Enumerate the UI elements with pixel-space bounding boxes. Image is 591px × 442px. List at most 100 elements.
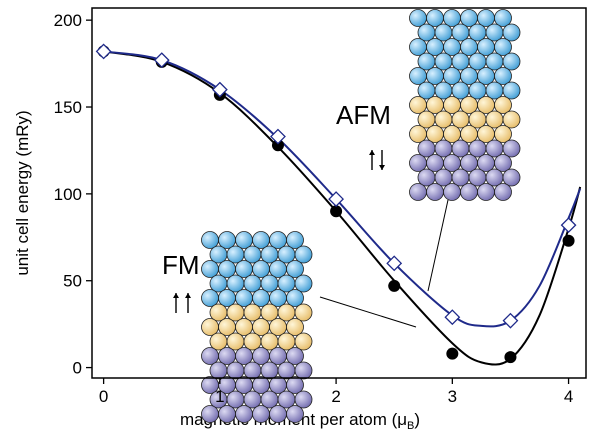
atom bbox=[417, 23, 436, 42]
atom bbox=[218, 405, 236, 423]
inset-pointer bbox=[427, 199, 449, 292]
atom bbox=[243, 390, 262, 409]
atom bbox=[451, 81, 470, 100]
inset-pointer bbox=[319, 296, 417, 328]
y-tick-label: 50 bbox=[63, 272, 82, 291]
atom bbox=[494, 38, 512, 56]
atom bbox=[477, 125, 495, 143]
atom bbox=[243, 332, 262, 351]
atom bbox=[426, 154, 444, 172]
atom bbox=[460, 38, 478, 56]
atom bbox=[294, 303, 313, 322]
atom bbox=[434, 110, 453, 129]
atom bbox=[468, 81, 487, 100]
atom bbox=[502, 139, 521, 158]
atom bbox=[468, 110, 487, 129]
atom bbox=[294, 274, 313, 293]
data-point bbox=[446, 347, 459, 360]
atom bbox=[286, 260, 304, 278]
x-label-end: ) bbox=[414, 410, 420, 429]
atom bbox=[235, 318, 253, 336]
atom bbox=[443, 67, 461, 85]
atom bbox=[485, 81, 504, 100]
y-tick-label: 150 bbox=[54, 98, 82, 117]
atom bbox=[451, 139, 470, 158]
atom bbox=[460, 67, 478, 85]
atom bbox=[235, 231, 253, 249]
atom bbox=[417, 52, 436, 71]
data-point bbox=[153, 52, 170, 69]
atom bbox=[294, 361, 313, 380]
atom bbox=[502, 110, 521, 129]
atom bbox=[460, 154, 478, 172]
atom bbox=[409, 67, 427, 85]
atom bbox=[409, 154, 427, 172]
atom bbox=[460, 96, 478, 114]
atom bbox=[485, 23, 504, 42]
atom bbox=[218, 289, 236, 307]
atom bbox=[286, 289, 304, 307]
plot-frame bbox=[91, 7, 587, 379]
atom bbox=[243, 245, 262, 264]
data-point bbox=[270, 128, 286, 145]
atom bbox=[269, 289, 287, 307]
atom bbox=[252, 318, 270, 336]
y-tick-label: 200 bbox=[54, 11, 82, 30]
atom bbox=[426, 9, 444, 27]
atom bbox=[294, 332, 313, 351]
atom bbox=[494, 125, 512, 143]
series-label: FM bbox=[162, 250, 200, 280]
atom bbox=[209, 332, 228, 351]
atom bbox=[269, 347, 287, 365]
data-point bbox=[388, 279, 401, 292]
atom bbox=[502, 81, 521, 100]
atom bbox=[417, 110, 436, 129]
atom bbox=[443, 125, 461, 143]
data-point bbox=[560, 217, 577, 234]
spin-arrow-head bbox=[369, 150, 375, 155]
atom bbox=[252, 231, 270, 249]
atom bbox=[494, 154, 512, 172]
atom bbox=[269, 318, 287, 336]
atom bbox=[443, 183, 461, 201]
x-tick-label: 0 bbox=[99, 387, 108, 406]
atom bbox=[252, 376, 270, 394]
atom bbox=[218, 260, 236, 278]
data-point bbox=[504, 351, 517, 364]
atom bbox=[201, 405, 219, 423]
atom bbox=[477, 9, 495, 27]
atom bbox=[235, 405, 253, 423]
atom bbox=[417, 139, 436, 158]
atom bbox=[286, 318, 304, 336]
atom bbox=[409, 38, 427, 56]
atom bbox=[426, 96, 444, 114]
atom bbox=[451, 52, 470, 71]
atom bbox=[485, 168, 504, 187]
atom bbox=[468, 168, 487, 187]
atom bbox=[209, 274, 228, 293]
atom bbox=[226, 332, 245, 351]
atom bbox=[260, 245, 279, 264]
spin-arrow-head bbox=[185, 293, 191, 298]
atom bbox=[201, 231, 219, 249]
atom bbox=[277, 303, 296, 322]
atom bbox=[209, 361, 228, 380]
atom bbox=[443, 9, 461, 27]
atom bbox=[485, 110, 504, 129]
atom bbox=[477, 154, 495, 172]
atom bbox=[226, 361, 245, 380]
atom bbox=[235, 376, 253, 394]
data-point bbox=[95, 43, 112, 60]
atom bbox=[434, 139, 453, 158]
atom bbox=[269, 376, 287, 394]
atom bbox=[426, 183, 444, 201]
atom bbox=[252, 289, 270, 307]
atom bbox=[235, 260, 253, 278]
atom bbox=[243, 303, 262, 322]
atom bbox=[477, 96, 495, 114]
atom bbox=[201, 347, 219, 365]
atom bbox=[294, 390, 313, 409]
atom bbox=[260, 332, 279, 351]
atom bbox=[443, 154, 461, 172]
